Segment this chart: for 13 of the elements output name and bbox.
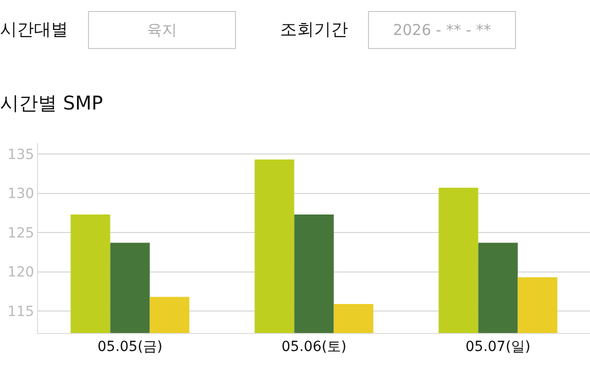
y-tick-label: 115 [7,304,34,320]
text: 조회기간 [280,19,348,42]
text: 시간대별 [0,19,68,42]
y-tick-label: 135 [7,146,34,163]
y-tick-label: 130 [7,186,34,202]
chart-title: 시간별 SMP [0,92,103,115]
input-field: 2026 - ** - ** [368,11,516,49]
input-field: 육지 [88,11,236,49]
y-tick-label: 125 [7,225,34,242]
y-tick-label: 120 [7,264,34,281]
x-tick-label: 05.06(토) [281,338,347,355]
x-tick-label: 05.05(금) [97,338,163,355]
x-tick-label: 05.07(일) [465,338,531,355]
